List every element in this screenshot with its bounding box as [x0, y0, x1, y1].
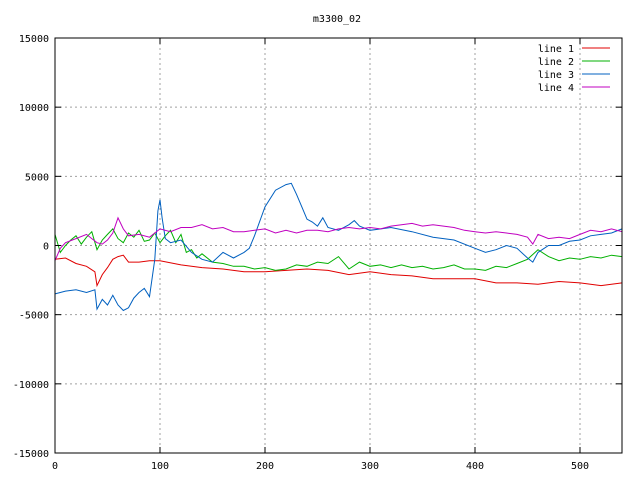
grid-lines — [55, 38, 622, 453]
chart-title: m3300_02 — [313, 14, 361, 25]
y-tick-label: 15000 — [19, 34, 49, 45]
y-tick-label: -15000 — [13, 449, 49, 460]
legend-label: line 4 — [538, 83, 574, 94]
series-line-3 — [54, 182, 623, 312]
x-tick-label: 100 — [151, 461, 169, 472]
x-tick-label: 400 — [466, 461, 484, 472]
y-tick-label: 5000 — [25, 172, 49, 183]
series-line-4 — [54, 216, 623, 261]
y-tick-label: 10000 — [19, 103, 49, 114]
x-tick-label: 200 — [256, 461, 274, 472]
y-tick-label: -5000 — [19, 311, 49, 322]
legend: line 1 line 2 line 3 line 4 — [538, 44, 610, 94]
y-tick-label: 0 — [43, 242, 49, 253]
x-tick-label: 0 — [52, 461, 58, 472]
legend-label: line 3 — [538, 70, 574, 81]
axis-ticks: 0 100 200 300 400 500 -15000 -10000 -5000 0 5000 10… — [13, 34, 622, 472]
legend-label: line 2 — [538, 57, 574, 68]
legend-label: line 1 — [538, 44, 574, 55]
x-tick-label: 300 — [361, 461, 379, 472]
series-line-2 — [54, 228, 623, 271]
series-line-1 — [54, 254, 623, 288]
series-lines — [54, 182, 623, 312]
y-tick-label: -10000 — [13, 380, 49, 391]
x-tick-label: 500 — [571, 461, 589, 472]
